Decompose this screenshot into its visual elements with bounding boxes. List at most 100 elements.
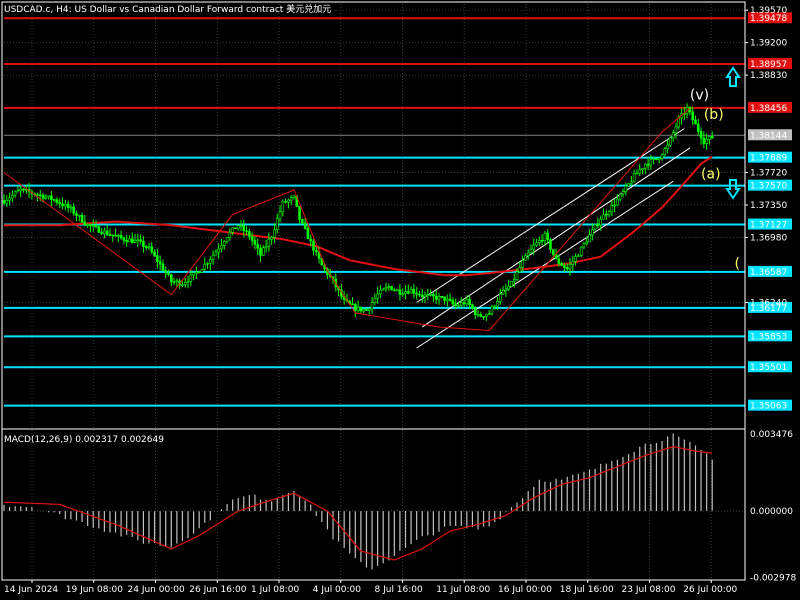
candle-body (86, 224, 89, 226)
moving-average (4, 155, 713, 277)
y-tick-label: 1.36980 (750, 233, 787, 243)
candle-body (574, 256, 577, 262)
price-level-label: 1.38144 (750, 131, 787, 141)
candle-body (234, 227, 237, 230)
x-tick-label: 26 Jul 00:00 (683, 585, 737, 595)
candle-body (262, 247, 265, 256)
candle-body (128, 238, 131, 243)
candle-body (599, 219, 602, 226)
candle-body (253, 240, 257, 245)
candle-body (702, 137, 706, 144)
candle-body (370, 302, 374, 310)
candle-body (245, 230, 248, 233)
candle-body (669, 137, 672, 146)
candle-body (38, 194, 42, 197)
candle-body (367, 308, 371, 311)
x-tick-label: 4 Jul 00:00 (313, 585, 362, 595)
candle-body (496, 301, 499, 307)
candle-body (409, 289, 413, 294)
candle-body (117, 234, 120, 237)
candle-body (384, 287, 388, 290)
candle-body (97, 226, 101, 233)
candle-body (518, 267, 522, 273)
price-level-label: 1.37570 (750, 182, 787, 192)
candle-body (108, 234, 112, 236)
candle-body (387, 286, 391, 288)
candle-body (510, 281, 513, 287)
candle-body (437, 296, 441, 300)
candle-body (677, 117, 681, 128)
price-level-label: 1.39478 (750, 14, 787, 24)
price-level-label: 1.37127 (750, 221, 787, 231)
price-level-tag (748, 265, 792, 277)
candle-body (8, 197, 11, 201)
candle-body (630, 181, 633, 184)
candle-body (602, 213, 605, 220)
candle-body (50, 195, 53, 200)
candle-body (577, 255, 580, 257)
price-channel[interactable] (416, 128, 691, 349)
candle-body (705, 139, 708, 144)
candle-body (616, 198, 619, 206)
candle-body (440, 296, 444, 298)
arrow-down-icon (725, 179, 741, 200)
candle-body (412, 289, 416, 294)
elliott-wave-lines[interactable] (3, 108, 691, 332)
candle-body (150, 246, 154, 253)
candle-body (663, 148, 667, 156)
x-tick-label: 19 Jun 08:00 (66, 585, 123, 595)
candle-body (646, 163, 650, 166)
candle-body (298, 205, 301, 220)
candle-body (133, 239, 137, 244)
candle-body (454, 303, 457, 306)
wave-label: (v) (690, 88, 709, 104)
candle-body (390, 286, 393, 291)
candle-body (379, 289, 382, 295)
candle-body (105, 230, 109, 235)
candle-body (446, 298, 449, 301)
macd-panel-border (1, 428, 746, 581)
candle-body (222, 241, 226, 246)
candle-body (362, 309, 365, 312)
candle-body (94, 225, 98, 227)
candle-body (356, 306, 360, 312)
candle-body (696, 123, 700, 132)
candle-body (273, 229, 276, 238)
candle-body (264, 245, 268, 248)
candle-body (643, 163, 647, 169)
candle-body (418, 293, 421, 296)
price-level-tag (748, 218, 792, 230)
macd-label: MACD(12,26,9) 0.002317 0.002649 (4, 435, 164, 445)
macd-tick-label: 0.000000 (750, 507, 793, 517)
candle-body (579, 246, 583, 256)
candle-body (192, 272, 195, 276)
candle-body (278, 211, 282, 220)
candle-body (2, 200, 6, 204)
candle-body (708, 136, 711, 140)
candle-body (593, 224, 597, 230)
candle-body (596, 224, 600, 226)
candle-body (613, 204, 616, 207)
candle-body (395, 289, 399, 292)
candle-body (468, 298, 471, 306)
price-panel-border (1, 1, 746, 430)
candle-body (515, 271, 519, 280)
candle-body (214, 251, 218, 256)
candle-body (398, 289, 402, 295)
candle-body (618, 193, 622, 200)
macd-signal-line (3, 445, 713, 561)
candle-body (641, 168, 644, 170)
candle-body (621, 191, 625, 195)
candle-body (220, 245, 223, 250)
candle-body (144, 246, 148, 248)
candle-body (585, 241, 589, 244)
candle-body (312, 240, 315, 251)
y-tick-label: 1.37350 (750, 201, 787, 211)
candle-body (526, 252, 530, 256)
candle-body (699, 131, 703, 139)
candle-body (250, 236, 254, 241)
candle-body (359, 306, 363, 312)
macd-tick-label: -0.002978 (750, 573, 796, 583)
horizontal-levels[interactable]: 1.39478 1.38957 1.38456 1.38144 1.37889 1.375… (4, 12, 792, 412)
